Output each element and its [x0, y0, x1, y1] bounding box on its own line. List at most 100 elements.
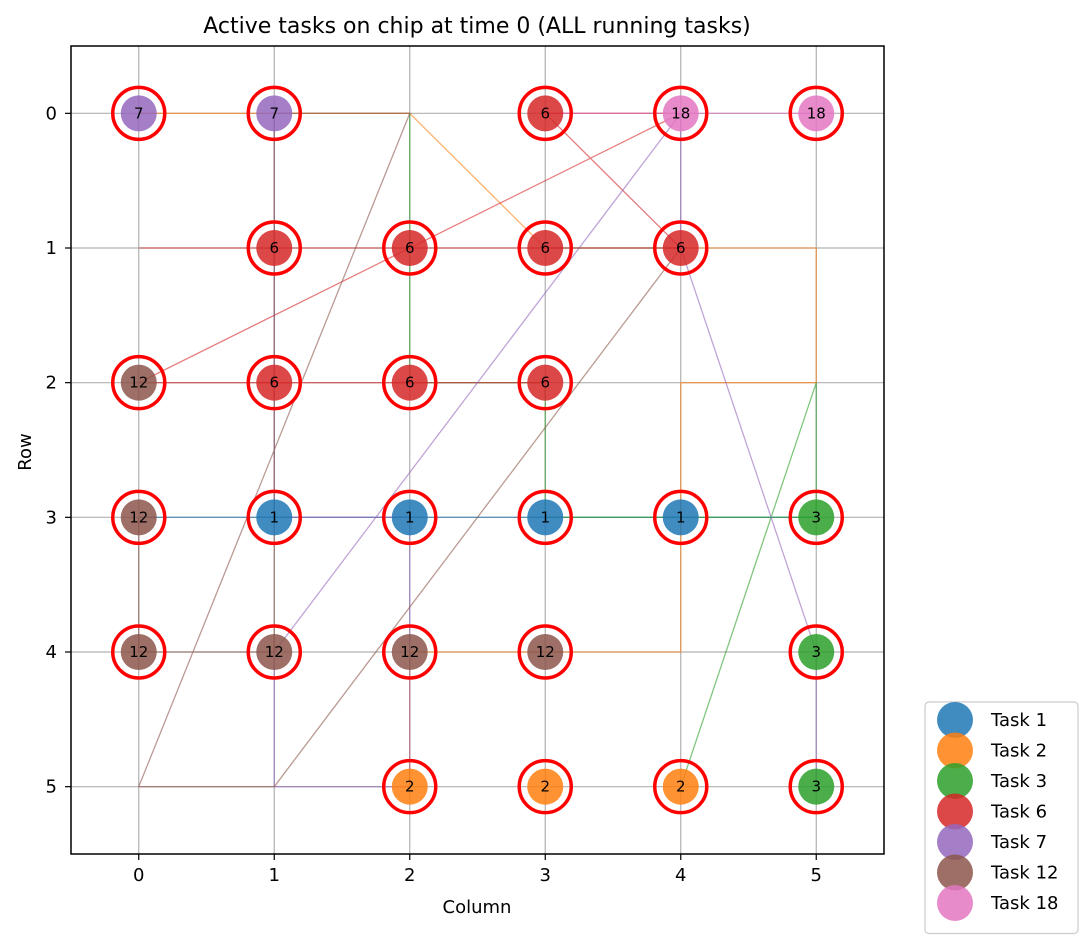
task-label: 12 — [129, 643, 148, 661]
legend-entry: Task 3 — [990, 771, 1047, 792]
x-tick-label: 4 — [675, 865, 686, 886]
task-marker — [120, 634, 157, 670]
x-tick-label: 2 — [404, 865, 415, 886]
active-ring — [246, 354, 302, 411]
x-tick-label: 5 — [811, 865, 822, 886]
task-marker — [527, 364, 564, 401]
task-label: 3 — [811, 508, 821, 526]
task-marker — [120, 364, 157, 401]
active-ring — [517, 489, 573, 546]
task-label: 3 — [811, 778, 821, 796]
task-marker — [120, 499, 157, 536]
active-ring — [788, 624, 844, 680]
task-label: 12 — [129, 374, 148, 392]
active-ring — [517, 624, 573, 680]
active-ring — [517, 354, 573, 411]
legend-marker — [937, 732, 973, 769]
active-ring — [246, 220, 302, 276]
plot-frame — [70, 45, 885, 855]
y-tick-label: 1 — [46, 238, 57, 259]
active-ring — [517, 758, 573, 815]
y-axis-label: Row — [15, 433, 36, 470]
task-marker — [256, 230, 293, 266]
task-label: 7 — [134, 104, 144, 122]
x-tick-label: 1 — [269, 865, 280, 886]
y-tick-label: 3 — [46, 507, 57, 528]
active-ring — [111, 489, 167, 546]
legend-entry: Task 12 — [990, 863, 1058, 884]
legend: Task 1 Task 2 Task 3 Task 6 Task 7 Task 12 Tas… — [924, 701, 1079, 935]
legend-marker — [937, 702, 973, 738]
task-marker — [391, 768, 428, 805]
active-ring — [111, 354, 167, 411]
task-label: 1 — [269, 508, 279, 526]
task-label: 6 — [405, 374, 415, 392]
y-tick-label: 2 — [46, 373, 57, 394]
task-marker — [798, 634, 835, 670]
legend-marker — [937, 793, 973, 830]
task-marker — [527, 230, 564, 266]
legend-marker — [937, 824, 973, 860]
task-label: 2 — [540, 778, 550, 796]
task-label: 2 — [405, 778, 415, 796]
task-marker — [256, 634, 293, 670]
task-label: 6 — [676, 239, 686, 257]
active-ring — [653, 220, 709, 276]
task-label: 3 — [811, 643, 821, 661]
active-ring — [788, 85, 844, 142]
task-label: 12 — [536, 643, 555, 661]
task-label: 6 — [540, 239, 550, 257]
legend-entry: Task 7 — [990, 832, 1047, 853]
task-label: 18 — [671, 104, 690, 122]
active-ring — [517, 85, 573, 142]
task-marker — [798, 499, 835, 536]
task-marker — [527, 499, 564, 536]
task-label: 12 — [265, 643, 284, 661]
task-marker — [662, 230, 699, 266]
x-tick-label: 3 — [540, 865, 551, 886]
task-marker — [527, 634, 564, 670]
task-marker — [391, 634, 428, 670]
task-label: 12 — [400, 643, 419, 661]
y-tick-label: 5 — [46, 777, 57, 798]
chart-title: Active tasks on chip at time 0 (ALL runn… — [203, 14, 751, 39]
legend-entry: Task 2 — [990, 741, 1047, 762]
active-ring — [517, 220, 573, 276]
task-marker — [662, 95, 699, 132]
task-marker — [120, 95, 157, 132]
legend-marker — [937, 763, 973, 799]
active-ring — [382, 489, 438, 546]
active-ring — [111, 85, 167, 142]
task-marker — [798, 95, 835, 132]
y-tick-label: 0 — [46, 103, 57, 124]
route-line — [137, 112, 683, 788]
active-ring — [246, 489, 302, 546]
active-ring — [246, 624, 302, 680]
task-label: 1 — [540, 508, 550, 526]
task-marker — [527, 768, 564, 805]
active-ring — [246, 85, 302, 142]
active-ring — [382, 220, 438, 276]
task-label: 1 — [676, 508, 686, 526]
legend-entry: Task 6 — [990, 802, 1047, 823]
task-label: 6 — [269, 239, 279, 257]
legend-marker — [937, 885, 973, 921]
task-marker — [391, 499, 428, 536]
task-label: 1 — [405, 508, 415, 526]
active-ring — [382, 624, 438, 680]
active-ring — [382, 758, 438, 815]
x-axis-label: Column — [443, 897, 512, 918]
task-marker — [662, 768, 699, 805]
task-marker — [798, 768, 835, 805]
active-ring — [382, 354, 438, 411]
task-marker — [391, 230, 428, 266]
active-ring — [788, 489, 844, 546]
legend-entry: Task 18 — [990, 893, 1058, 914]
legend-marker — [937, 854, 973, 891]
task-marker — [391, 364, 428, 401]
task-label: 7 — [269, 104, 279, 122]
task-label: 6 — [269, 374, 279, 392]
active-ring — [653, 489, 709, 546]
